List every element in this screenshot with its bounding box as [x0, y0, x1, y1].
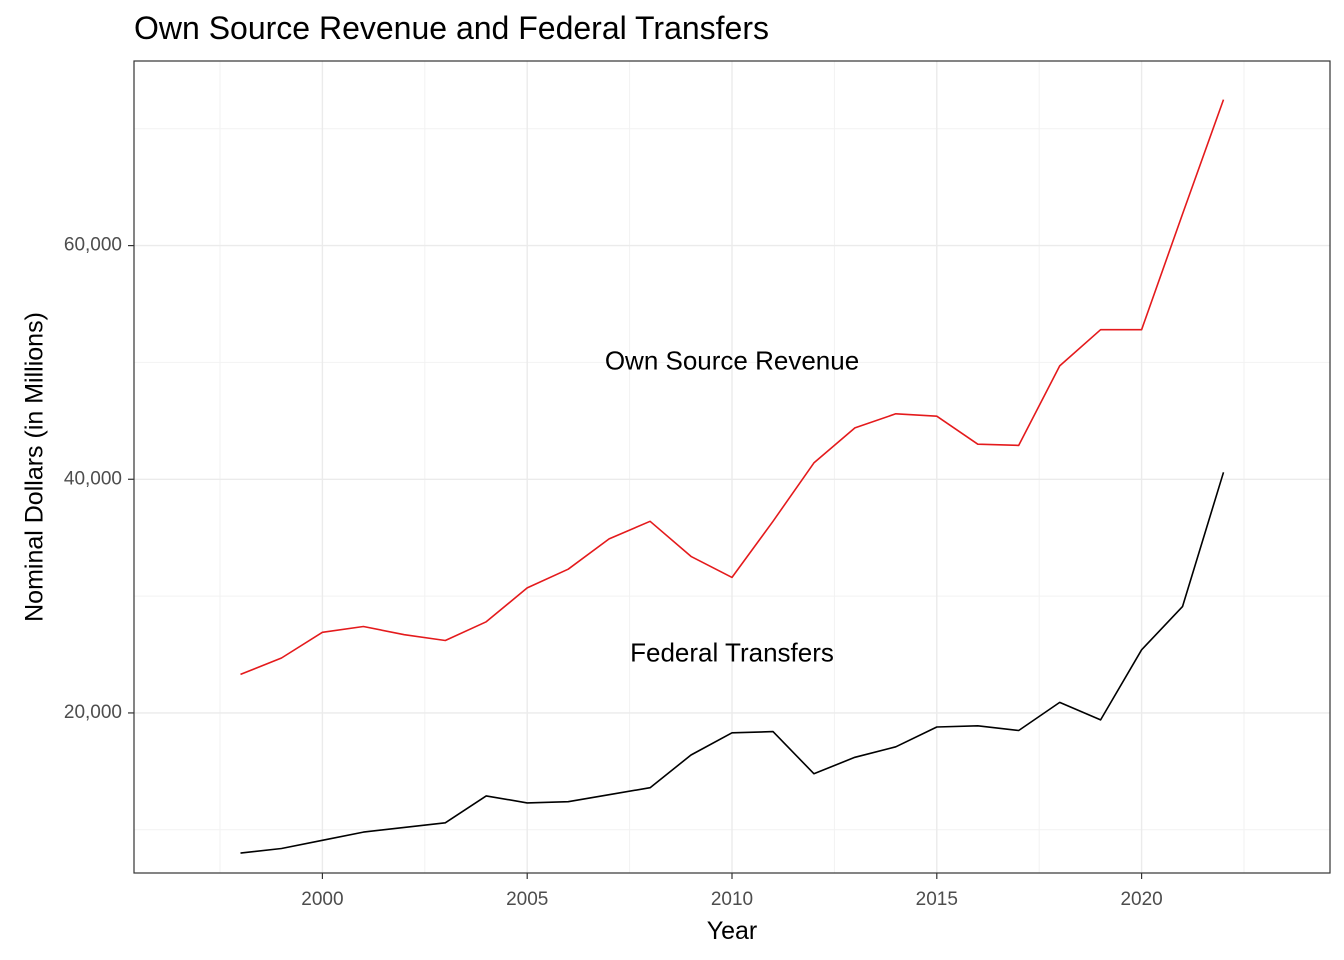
y-tick-label: 40,000: [64, 468, 122, 489]
x-axis: 2000 2005 2010 2015 2020: [301, 873, 1163, 910]
y-axis: 20,000 40,000 60,000: [64, 235, 134, 723]
x-tick-label: 2020: [1120, 889, 1162, 910]
x-tick-label: 2015: [916, 889, 958, 910]
x-tick-label: 2000: [301, 889, 343, 910]
data-series: [240, 99, 1225, 854]
y-axis-title: Nominal Dollars (in Millions): [21, 312, 49, 622]
annotation-label: Own Source Revenue: [605, 345, 859, 375]
x-tick-label: 2005: [506, 889, 548, 910]
annotations: Own Source Revenue Federal Transfers: [605, 345, 859, 667]
y-tick-label: 20,000: [64, 702, 122, 723]
major-gridlines: [134, 61, 1330, 873]
y-tick-label: 60,000: [64, 235, 122, 256]
x-axis-title: Year: [707, 917, 758, 945]
series-line-2: [240, 472, 1225, 854]
x-tick-label: 2010: [711, 889, 753, 910]
series-line-1: [240, 99, 1225, 676]
annotation-label: Federal Transfers: [630, 637, 834, 667]
chart-title: Own Source Revenue and Federal Transfers: [134, 10, 769, 46]
